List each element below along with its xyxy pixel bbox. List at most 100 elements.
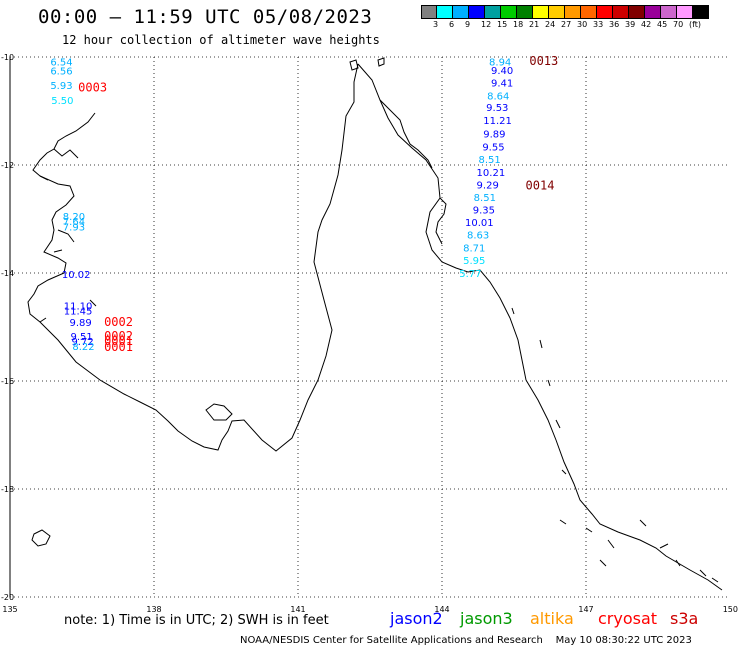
- wave-height-label: 11.21: [483, 116, 512, 127]
- map-title: 00:00 – 11:59 UTC 05/08/2023: [38, 6, 373, 28]
- coastline-west: [27, 63, 359, 452]
- legend-tick-label: 70: [673, 20, 684, 29]
- wave-height-label: 6.54: [50, 57, 72, 68]
- satellite-name-altika: altika: [530, 609, 574, 628]
- credit-line: NOAA/NESDIS Center for Satellite Applica…: [240, 635, 692, 646]
- legend-swatch: [517, 5, 533, 19]
- legend-tick-label: 39: [625, 20, 636, 29]
- legend-tick-label: 36: [609, 20, 620, 29]
- wave-height-label: 10.21: [477, 168, 506, 179]
- latitude-tick-label: -20: [1, 593, 14, 602]
- wave-height-label: 9.55: [482, 143, 504, 154]
- legend-tick-label: 42: [641, 20, 652, 29]
- legend-swatch: [613, 5, 629, 19]
- satellite-name-s3a: s3a: [670, 609, 699, 628]
- axis-labels: 135 138 141 144 147 150 -10 -12 -14 -16 -18 -20: [1, 53, 738, 614]
- wave-height-label: 8.71: [463, 244, 485, 255]
- legend-tick-label: 27: [561, 20, 572, 29]
- footnote: note: 1) Time is in UTC; 2) SWH is in fe…: [64, 613, 329, 628]
- map-subtitle: 12 hour collection of altimeter wave hei…: [62, 33, 380, 47]
- legend-swatches: [421, 5, 709, 19]
- wave-height-label: 9.53: [486, 103, 508, 114]
- legend-ticks: 3 6 9 12 15 18 21 24 27 30 33 36 39 42 45 70 (ft): [421, 19, 709, 31]
- satellite-name-jason3: jason3: [460, 609, 513, 628]
- wave-height-label: 8.51: [478, 155, 500, 166]
- legend-tick-label: 9: [465, 20, 471, 29]
- pass-time-label: 0002: [104, 329, 133, 343]
- wave-height-label: 9.51: [70, 332, 92, 343]
- legend-tick-label: 6: [449, 20, 455, 29]
- pass-time-label: 0001: [104, 334, 133, 348]
- latitude-tick-label: -10: [1, 53, 14, 62]
- island-torres: [377, 57, 385, 67]
- legend-swatch: [437, 5, 453, 19]
- wave-height-label: 9.29: [477, 180, 499, 191]
- island-small-west: [31, 529, 51, 547]
- wave-height-label: 9.40: [491, 66, 513, 77]
- color-legend: 3 6 9 12 15 18 21 24 27 30 33 36 39 42 45 70 (ft): [421, 5, 709, 31]
- legend-swatch: [661, 5, 677, 19]
- longitude-tick-label: 141: [290, 605, 305, 614]
- wave-height-label: 5.50: [51, 96, 73, 107]
- legend-swatch: [453, 5, 469, 19]
- wave-height-label: 9.89: [483, 130, 505, 141]
- observation-labels: 6.546.565.935.508.207.647.9310.0211.1011…: [50, 57, 513, 353]
- wave-height-label: 10.01: [465, 218, 494, 229]
- wave-height-label: 9.72: [71, 337, 93, 348]
- legend-swatch: [421, 5, 437, 19]
- wave-height-label: 9.89: [70, 318, 92, 329]
- legend-swatch: [581, 5, 597, 19]
- legend-tick-label: 30: [577, 20, 588, 29]
- legend-swatch: [469, 5, 485, 19]
- legend-tick-label: 24: [545, 20, 556, 29]
- legend-tick-label: 12: [481, 20, 492, 29]
- legend-swatch: [677, 5, 693, 19]
- longitude-tick-label: 138: [146, 605, 161, 614]
- legend-tick-label: 3: [433, 20, 439, 29]
- pass-time-label: 0002: [104, 315, 133, 329]
- latitude-tick-label: -12: [1, 161, 14, 170]
- coastline-nw-inlets: [39, 148, 97, 323]
- coastline: [27, 57, 723, 591]
- legend-swatch: [485, 5, 501, 19]
- legend-swatch: [549, 5, 565, 19]
- wave-height-label: 5.77: [459, 269, 481, 280]
- wave-height-label: 11.10: [64, 301, 93, 312]
- satellite-name-cryosat: cryosat: [598, 609, 658, 628]
- latitude-tick-label: -14: [1, 269, 14, 278]
- wave-height-label: 9.41: [491, 78, 513, 89]
- island-wellesley: [349, 59, 359, 71]
- reef-fragments: [511, 307, 719, 583]
- wave-height-label: 8.20: [63, 212, 85, 223]
- coastline-east: [357, 63, 723, 591]
- legend-tick-label: 33: [593, 20, 604, 29]
- island-groote: [205, 403, 233, 421]
- pass-time-label: 0003: [78, 81, 107, 95]
- legend-tick-label: (ft): [689, 20, 702, 29]
- latitude-tick-label: -18: [1, 485, 14, 494]
- longitude-tick-label: 147: [578, 605, 593, 614]
- longitude-tick-label: 135: [2, 605, 17, 614]
- wave-height-label: 8.51: [474, 193, 496, 204]
- legend-tick-label: 45: [657, 20, 668, 29]
- satellite-name-jason2: jason2: [390, 609, 443, 628]
- wave-height-label: 8.63: [467, 231, 489, 242]
- legend-swatch: [501, 5, 517, 19]
- legend-tick-label: 21: [529, 20, 540, 29]
- coastline-cape-detail: [379, 99, 447, 245]
- wave-height-label: 6.56: [50, 67, 72, 78]
- legend-swatch: [645, 5, 661, 19]
- wave-height-label: 10.02: [62, 270, 91, 281]
- legend-swatch: [597, 5, 613, 19]
- wave-height-label: 9.35: [473, 205, 495, 216]
- legend-tick-label: 15: [497, 20, 508, 29]
- wave-height-label: 5.93: [50, 81, 72, 92]
- wave-height-label: 8.94: [489, 57, 511, 68]
- wave-height-label: 7.64: [63, 217, 85, 228]
- longitude-tick-label: 150: [723, 605, 738, 614]
- legend-swatch: [629, 5, 645, 19]
- legend-swatch: [533, 5, 549, 19]
- wave-height-label: 5.95: [463, 256, 485, 267]
